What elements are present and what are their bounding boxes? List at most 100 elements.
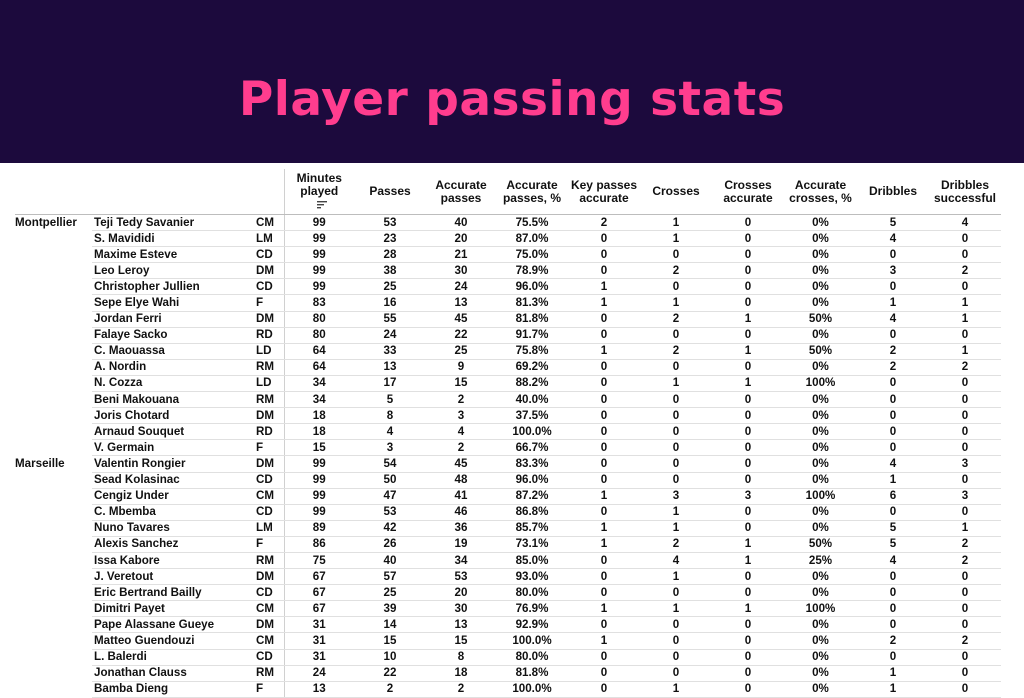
stat-cell: 21 (426, 246, 496, 264)
stat-cell: 67 (283, 568, 354, 586)
player-name: Joris Chotard (92, 407, 252, 425)
player-name: N. Cozza (92, 375, 252, 393)
team-name (15, 392, 92, 408)
stat-cell: 0% (784, 423, 857, 441)
stat-cell: 0 (568, 568, 640, 586)
player-position: LD (252, 375, 284, 393)
stat-cell: 75.5% (496, 214, 568, 232)
stat-cell: 0% (784, 455, 857, 473)
stat-cell: 0 (929, 439, 1001, 457)
stat-cell: 0 (712, 665, 784, 682)
player-position: CD (252, 649, 284, 666)
stat-cell: 0 (568, 311, 640, 328)
stat-cell: 96.0% (496, 472, 568, 489)
column-header[interactable]: Passes (354, 169, 426, 215)
stat-cell: 23 (354, 230, 426, 248)
stat-cell: 89 (283, 520, 354, 537)
stat-cell: 20 (426, 584, 496, 602)
stat-cell: 4 (857, 552, 929, 570)
player-name: Falaye Sacko (92, 327, 252, 344)
player-position: DM (252, 616, 284, 634)
sort-descending-icon[interactable] (317, 200, 328, 209)
player-position: DM (252, 455, 284, 473)
stat-cell: 1 (568, 278, 640, 296)
stat-cell: 99 (283, 504, 354, 521)
stat-cell: 0 (712, 520, 784, 537)
stat-cell: 53 (354, 504, 426, 521)
stat-cell: 41 (426, 488, 496, 505)
column-header[interactable]: Crosses accurate (712, 169, 784, 215)
team-name (15, 617, 92, 633)
column-header[interactable]: Accurate passes (426, 169, 496, 215)
stat-cell: 40.0% (496, 391, 568, 409)
stat-cell: 100% (784, 600, 857, 618)
player-name: A. Nordin (92, 359, 252, 376)
column-header[interactable]: Key passes accurate (568, 169, 640, 215)
column-header[interactable]: Accurate crosses, % (784, 169, 857, 215)
stat-cell: 17 (354, 375, 426, 393)
stat-cell: 1 (640, 375, 712, 393)
stat-cell: 5 (354, 391, 426, 409)
stat-cell: 0 (712, 407, 784, 425)
team-name: Marseille (15, 456, 65, 470)
stat-cell: 0 (712, 649, 784, 666)
player-name: Arnaud Souquet (92, 423, 252, 441)
stat-cell: 0 (568, 391, 640, 409)
team-name (15, 488, 92, 504)
team-name (15, 343, 92, 359)
column-header[interactable]: Minutes played (283, 169, 354, 215)
stat-cell: 83.3% (496, 455, 568, 473)
table-row: Marseille Valentin Rongier DM 99 54 45 83.3% 0 0… (15, 455, 1001, 473)
stat-cell: 0 (712, 230, 784, 248)
stat-cell: 1 (857, 294, 929, 312)
team-name (15, 440, 92, 456)
stat-cell: 3 (640, 488, 712, 505)
team-name (15, 681, 92, 697)
stat-cell: 0 (568, 327, 640, 344)
stat-cell: 0 (712, 472, 784, 489)
column-header[interactable]: Crosses (640, 169, 712, 215)
stat-cell: 0 (640, 246, 712, 264)
stat-cell: 96.0% (496, 278, 568, 296)
stat-cell: 0 (568, 504, 640, 521)
player-name: Pape Alassane Gueye (92, 616, 252, 634)
stat-cell: 18 (283, 407, 354, 425)
stat-cell: 25 (354, 278, 426, 296)
player-name: Alexis Sanchez (92, 536, 252, 553)
player-position: F (252, 536, 284, 553)
table-row: V. Germain F 15 3 2 66.7% 0 0 0 0% 0 0 (15, 439, 1001, 457)
column-header[interactable]: Accurate passes, % (496, 169, 568, 215)
stat-cell: 76.9% (496, 600, 568, 618)
stat-cell: 100% (784, 488, 857, 505)
stat-cell: 0 (929, 375, 1001, 393)
team-name (15, 279, 92, 295)
player-position: F (252, 439, 284, 457)
player-name: J. Veretout (92, 568, 252, 586)
table-row: J. Veretout DM 67 57 53 93.0% 0 1 0 0% 0 0 (15, 568, 1001, 586)
stat-cell: 2 (929, 359, 1001, 376)
stat-cell: 91.7% (496, 327, 568, 344)
team-name (15, 424, 92, 440)
stat-cell: 0 (857, 423, 929, 441)
stat-cell: 13 (426, 616, 496, 634)
team-name (15, 504, 92, 520)
stat-cell: 0 (929, 246, 1001, 264)
stat-cell: 2 (354, 681, 426, 698)
table-row: Alexis Sanchez F 86 26 19 73.1% 1 2 1 50% 5 2 (15, 536, 1001, 553)
stat-cell: 0% (784, 439, 857, 457)
stat-cell: 75.8% (496, 343, 568, 360)
stat-cell: 2 (929, 552, 1001, 570)
table-row: Nuno Tavares LM 89 42 36 85.7% 1 1 0 0% 5 1 (15, 520, 1001, 537)
stat-cell: 30 (426, 600, 496, 618)
column-header[interactable]: Dribbles (857, 169, 929, 215)
stat-cell: 45 (426, 311, 496, 328)
stat-cell: 0% (784, 294, 857, 312)
column-header[interactable]: Dribbles successful (929, 169, 1001, 215)
stat-cell: 13 (283, 681, 354, 698)
stat-cell: 1 (568, 632, 640, 650)
stat-cell: 0 (712, 504, 784, 521)
stat-cell: 0 (929, 472, 1001, 489)
stat-cell: 0 (712, 455, 784, 473)
team-column-header (15, 169, 92, 215)
player-position: LM (252, 230, 284, 248)
